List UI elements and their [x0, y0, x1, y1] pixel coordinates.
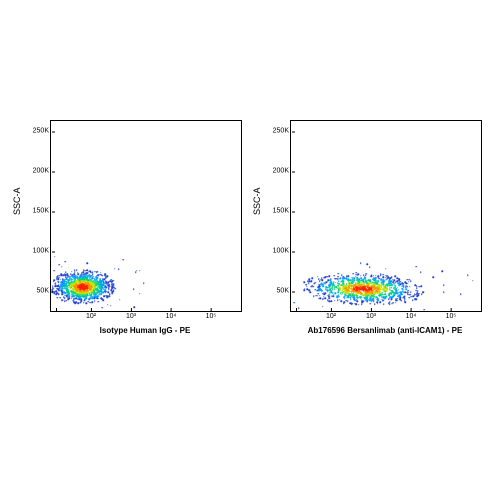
scatter-left [51, 121, 241, 311]
ytick: 250K [273, 128, 291, 135]
xtick: 10⁴ [406, 311, 417, 320]
panels-container: SSC-A 50K100K150K200K250K10²10³10⁴10⁵ Is… [20, 120, 480, 312]
ytick: 200K [273, 168, 291, 175]
panel-right: SSC-A 50K100K150K200K250K10²10³10⁴10⁵ Ab… [260, 120, 480, 312]
xtick: 10² [326, 311, 336, 320]
xtick: 10² [86, 311, 96, 320]
ytick: 100K [273, 248, 291, 255]
ytick: 150K [273, 208, 291, 215]
ytick: 50K [277, 288, 291, 295]
scatter-right [291, 121, 481, 311]
ytick: 150K [33, 208, 51, 215]
plot-right: 50K100K150K200K250K10²10³10⁴10⁵ [290, 120, 482, 312]
xtick: 10⁵ [446, 311, 457, 320]
ytick: 250K [33, 128, 51, 135]
xtick: 10⁴ [166, 311, 177, 320]
panel-left: SSC-A 50K100K150K200K250K10²10³10⁴10⁵ Is… [20, 120, 240, 312]
xtick: 10³ [366, 311, 376, 320]
xtick: 10⁵ [206, 311, 217, 320]
ylabel-right: SSC-A [252, 187, 262, 215]
ytick: 200K [33, 168, 51, 175]
caption-right: Ab176596 Bersanlimab (anti-ICAM1) - PE [290, 326, 480, 335]
ytick: 50K [37, 288, 51, 295]
ytick: 100K [33, 248, 51, 255]
plot-left: 50K100K150K200K250K10²10³10⁴10⁵ [50, 120, 242, 312]
ylabel-left: SSC-A [12, 187, 22, 215]
xtick: 10³ [126, 311, 136, 320]
caption-left: Isotype Human IgG - PE [50, 326, 240, 335]
